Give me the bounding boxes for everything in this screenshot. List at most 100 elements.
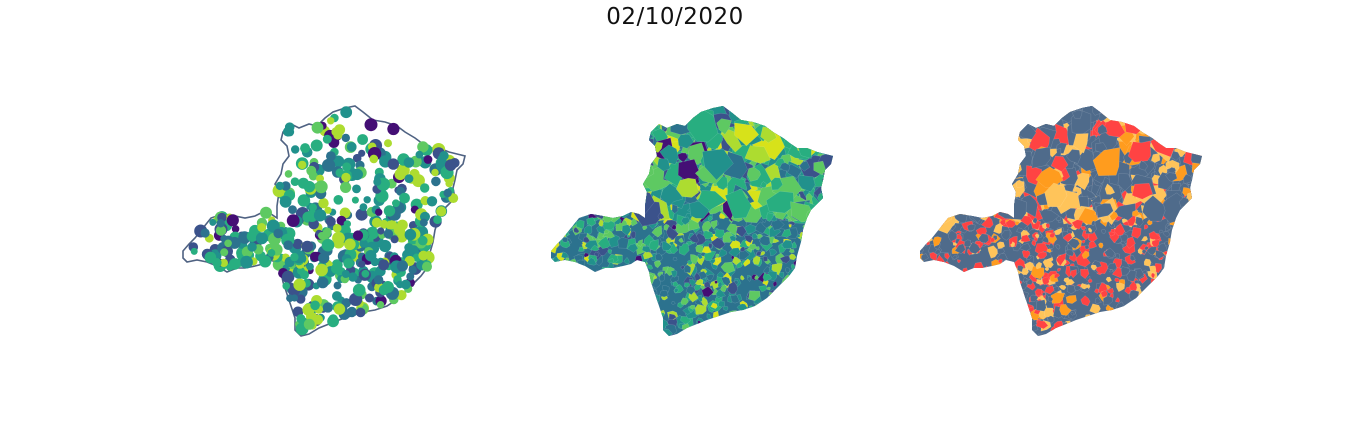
municipality-area	[941, 268, 947, 273]
municipality-area	[996, 107, 1022, 124]
municipality-area	[920, 115, 948, 134]
municipality-area	[1062, 321, 1068, 329]
municipality-bubble	[444, 159, 457, 171]
municipality-area	[953, 123, 971, 146]
municipality-area	[948, 177, 963, 201]
municipality-bubble	[310, 251, 321, 262]
municipality-area	[990, 318, 995, 325]
municipality-area	[790, 312, 801, 321]
municipality-bubble	[321, 238, 335, 252]
municipality-area	[1041, 236, 1049, 244]
municipality-area	[1165, 172, 1178, 182]
municipality-area	[659, 144, 679, 165]
municipality-area	[946, 274, 955, 286]
municipality-area	[588, 325, 600, 336]
municipality-area	[973, 164, 988, 181]
municipality-bubble	[220, 248, 229, 257]
municipality-area	[922, 289, 932, 297]
municipality-area	[988, 322, 1002, 334]
municipality-area	[573, 312, 581, 320]
municipality-bubble	[343, 220, 351, 228]
municipality-bubble	[355, 208, 368, 221]
municipality-bubble	[355, 307, 366, 318]
municipality-area	[1146, 246, 1157, 256]
municipality-area	[1066, 149, 1081, 164]
municipality-area	[779, 116, 806, 138]
municipality-area	[820, 179, 833, 199]
municipality-area	[785, 318, 792, 326]
municipality-area	[942, 106, 961, 121]
municipality-area	[1193, 192, 1202, 205]
municipality-area	[1159, 325, 1166, 332]
bubble-map-panel	[182, 105, 466, 337]
municipality-area	[825, 328, 831, 335]
municipality-area	[1048, 243, 1055, 249]
municipality-area	[683, 282, 691, 288]
municipality-area	[788, 291, 793, 296]
municipality-area	[573, 140, 601, 165]
municipality-area	[610, 333, 618, 336]
municipality-area	[987, 245, 999, 259]
municipality-area	[949, 148, 970, 169]
municipality-area	[1167, 280, 1173, 288]
municipality-area	[553, 313, 567, 324]
municipality-area	[1157, 311, 1168, 325]
municipality-area	[1136, 106, 1150, 115]
municipality-area	[1009, 280, 1022, 291]
municipality-area	[987, 309, 1001, 322]
municipality-area	[559, 137, 584, 157]
municipality-area	[1198, 302, 1202, 308]
municipality-area	[631, 291, 637, 296]
municipality-area	[1114, 277, 1121, 283]
municipality-area	[1036, 251, 1048, 260]
municipality-area	[618, 267, 633, 279]
municipality-area	[936, 174, 947, 186]
municipality-area	[784, 274, 796, 286]
municipality-bubble	[359, 203, 368, 212]
municipality-area	[1147, 119, 1167, 137]
municipality-area	[1146, 308, 1154, 315]
municipality-area	[929, 140, 947, 161]
municipality-area	[591, 315, 604, 326]
municipality-area	[1104, 312, 1112, 321]
municipality-area	[551, 273, 556, 281]
municipality-area	[568, 312, 584, 326]
municipality-area	[583, 280, 592, 289]
municipality-area	[748, 290, 761, 302]
municipality-area	[807, 329, 817, 336]
municipality-area	[801, 106, 832, 124]
municipality-area	[968, 241, 981, 255]
municipality-area	[590, 106, 607, 117]
municipality-area	[803, 314, 810, 321]
municipality-area	[793, 313, 804, 324]
municipality-area	[709, 323, 716, 331]
municipality-area	[965, 158, 980, 175]
municipality-area	[930, 312, 939, 321]
municipality-area	[1095, 203, 1114, 218]
municipality-area	[920, 265, 931, 277]
municipality-area	[1152, 327, 1161, 336]
municipality-area	[805, 251, 815, 262]
municipality-area	[560, 167, 580, 188]
municipality-area	[817, 310, 823, 315]
municipality-area	[617, 236, 629, 249]
municipality-area	[553, 295, 565, 308]
municipality-area	[1154, 284, 1161, 290]
municipality-area	[1065, 249, 1074, 257]
municipality-area	[552, 266, 561, 275]
municipality-area	[608, 106, 624, 113]
municipality-area	[981, 269, 988, 276]
municipality-area	[795, 106, 812, 121]
municipality-area	[1196, 323, 1202, 328]
municipality-area	[977, 304, 983, 310]
municipality-area	[1085, 223, 1097, 234]
municipality-area	[601, 266, 611, 277]
municipality-area	[1168, 130, 1183, 147]
municipality-area	[973, 276, 986, 292]
municipality-area	[976, 110, 996, 134]
municipality-area	[938, 326, 946, 334]
municipality-area	[947, 273, 954, 281]
municipality-area	[753, 328, 759, 335]
municipality-area	[728, 331, 737, 336]
municipality-area	[1082, 325, 1093, 333]
